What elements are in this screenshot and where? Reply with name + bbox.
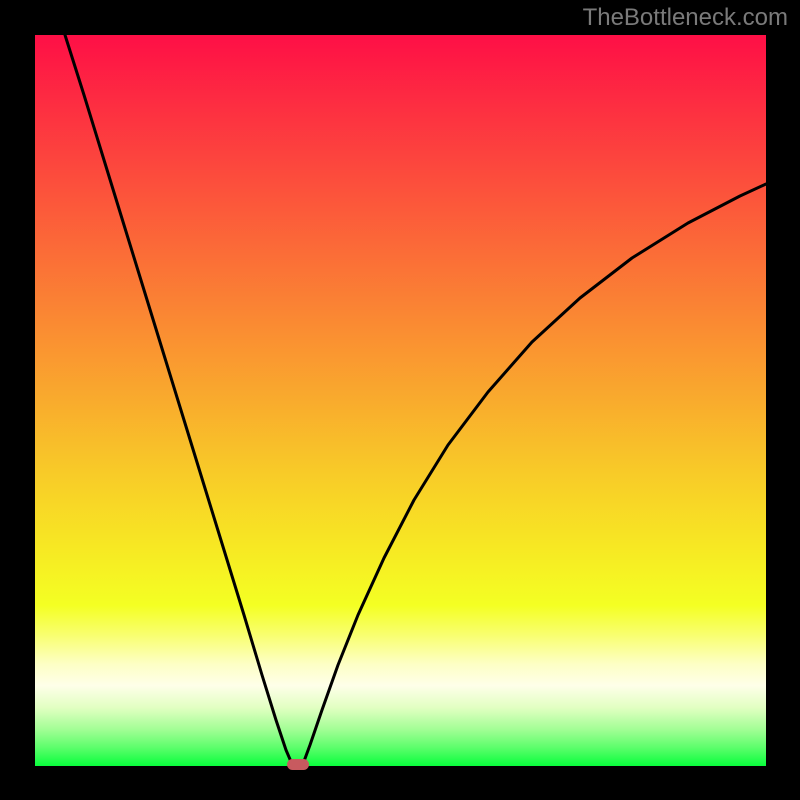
chart-container: TheBottleneck.com [0,0,800,800]
curve-left-branch [65,35,292,764]
plot-area [35,35,766,766]
curve-right-branch [303,184,766,764]
watermark-text: TheBottleneck.com [583,4,788,32]
minimum-marker [287,759,309,770]
curve-layer [0,0,800,800]
